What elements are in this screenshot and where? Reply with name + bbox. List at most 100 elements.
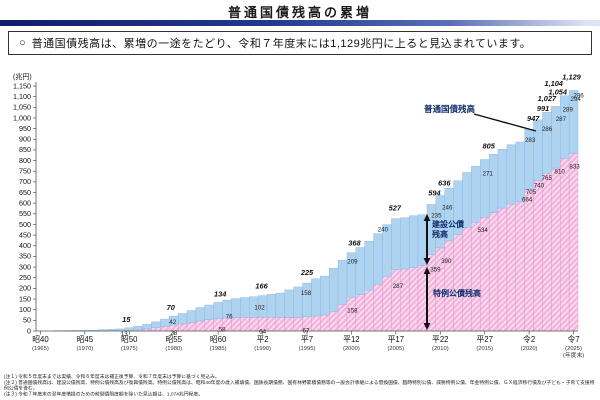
svg-text:368: 368 [348, 239, 361, 248]
svg-text:390: 390 [441, 258, 452, 265]
svg-text:650: 650 [19, 188, 31, 197]
svg-text:64: 64 [259, 328, 266, 335]
svg-text:76: 76 [226, 313, 233, 320]
svg-text:(2000): (2000) [343, 346, 360, 352]
footnotes: (注１) 令和５年度末までは実績、令和６年度末は補正後予算、令和７年度末は予算に… [4, 374, 598, 397]
svg-text:400: 400 [19, 241, 31, 250]
svg-text:1,054: 1,054 [549, 87, 568, 96]
svg-text:1,100: 1,100 [13, 92, 31, 101]
page-title: 普通国債残高の累増 [227, 5, 372, 20]
svg-text:225: 225 [300, 268, 314, 277]
svg-text:900: 900 [19, 135, 31, 144]
svg-text:平22: 平22 [432, 335, 448, 344]
svg-text:1,000: 1,000 [13, 113, 31, 122]
svg-text:600: 600 [19, 198, 31, 207]
title-underline-bar [0, 20, 600, 26]
svg-text:750: 750 [19, 167, 31, 176]
svg-text:0: 0 [27, 326, 31, 335]
svg-text:240: 240 [378, 227, 389, 234]
summary-bullet: ○ [19, 37, 26, 49]
svg-text:建設公債: 建設公債 [431, 219, 464, 229]
svg-text:283: 283 [525, 137, 536, 144]
svg-text:平12: 平12 [343, 335, 359, 344]
svg-text:(2020): (2020) [521, 346, 538, 352]
svg-text:991: 991 [537, 104, 549, 113]
svg-text:1,129: 1,129 [562, 72, 581, 81]
svg-text:765: 765 [542, 175, 553, 182]
svg-text:昭45: 昭45 [77, 335, 94, 344]
svg-text:特例公債残高: 特例公債残高 [433, 288, 481, 298]
svg-text:158: 158 [301, 290, 312, 297]
svg-text:平27: 平27 [476, 335, 492, 344]
svg-text:102: 102 [254, 305, 265, 312]
svg-text:昭50: 昭50 [121, 335, 138, 344]
svg-text:534: 534 [478, 227, 489, 234]
svg-text:350: 350 [19, 252, 31, 261]
svg-text:平17: 平17 [388, 335, 404, 344]
svg-text:594: 594 [428, 188, 440, 197]
svg-text:200: 200 [19, 284, 31, 293]
svg-text:947: 947 [527, 114, 540, 123]
svg-text:150: 150 [19, 294, 31, 303]
svg-text:166: 166 [255, 282, 268, 291]
svg-text:(1975): (1975) [121, 346, 138, 352]
svg-text:289: 289 [563, 106, 574, 113]
svg-text:1,150: 1,150 [13, 81, 31, 90]
svg-text:(年度末): (年度末) [563, 351, 584, 359]
svg-text:(2010): (2010) [432, 346, 449, 352]
svg-text:850: 850 [19, 145, 31, 154]
svg-text:550: 550 [19, 209, 31, 218]
svg-text:287: 287 [556, 116, 567, 123]
svg-text:300: 300 [19, 262, 31, 271]
svg-text:287: 287 [393, 283, 404, 290]
svg-text:普通国債残高: 普通国債残高 [424, 104, 476, 114]
svg-text:134: 134 [214, 289, 226, 298]
svg-text:70: 70 [167, 303, 176, 312]
svg-text:100: 100 [19, 305, 31, 314]
svg-text:527: 527 [389, 204, 402, 213]
svg-text:705: 705 [526, 189, 537, 196]
svg-text:294: 294 [571, 96, 582, 103]
svg-text:28: 28 [170, 330, 177, 337]
svg-text:158: 158 [347, 307, 358, 314]
svg-text:13: 13 [121, 331, 128, 338]
svg-text:(1965): (1965) [32, 346, 49, 352]
svg-text:(1980): (1980) [165, 346, 182, 352]
svg-text:246: 246 [442, 205, 453, 212]
svg-text:833: 833 [569, 164, 580, 171]
svg-text:平2: 平2 [257, 335, 269, 344]
svg-text:昭55: 昭55 [165, 335, 182, 344]
svg-text:1,050: 1,050 [13, 103, 31, 112]
svg-text:1,104: 1,104 [544, 79, 563, 88]
svg-text:636: 636 [438, 179, 451, 188]
svg-text:700: 700 [19, 177, 31, 186]
svg-text:(1995): (1995) [299, 346, 316, 352]
summary-text: 普通国債残高は、累増の一途をたどり、令和７年度末には1,129兆円に上ると見込ま… [31, 38, 532, 50]
footnote-line: (注１) 令和５年度末までは実績、令和６年度末は補正後予算、令和７年度末は予算に… [4, 374, 220, 380]
svg-text:平7: 平7 [301, 335, 313, 344]
svg-text:(1970): (1970) [76, 346, 93, 352]
svg-text:令7: 令7 [567, 334, 579, 344]
svg-text:(1990): (1990) [254, 346, 271, 352]
svg-text:250: 250 [19, 273, 31, 282]
svg-text:(1985): (1985) [210, 346, 227, 352]
svg-text:67: 67 [303, 328, 310, 335]
svg-text:805: 805 [483, 142, 496, 151]
svg-text:(2015): (2015) [476, 346, 493, 352]
summary-box: ○ 普通国債残高は、累増の一途をたどり、令和７年度末には1,129兆円に上ると見… [8, 31, 592, 55]
svg-text:810: 810 [555, 168, 566, 175]
svg-text:令2: 令2 [523, 334, 535, 344]
svg-text:15: 15 [122, 315, 131, 324]
svg-text:664: 664 [522, 197, 533, 204]
svg-text:296: 296 [573, 92, 584, 99]
svg-text:740: 740 [534, 182, 545, 189]
svg-text:(兆円): (兆円) [13, 72, 32, 81]
svg-text:271: 271 [483, 171, 494, 178]
svg-text:42: 42 [169, 319, 176, 326]
svg-text:残高: 残高 [432, 229, 448, 239]
svg-text:(2025): (2025) [565, 346, 582, 352]
svg-text:昭60: 昭60 [210, 335, 227, 344]
svg-text:235: 235 [431, 212, 442, 219]
